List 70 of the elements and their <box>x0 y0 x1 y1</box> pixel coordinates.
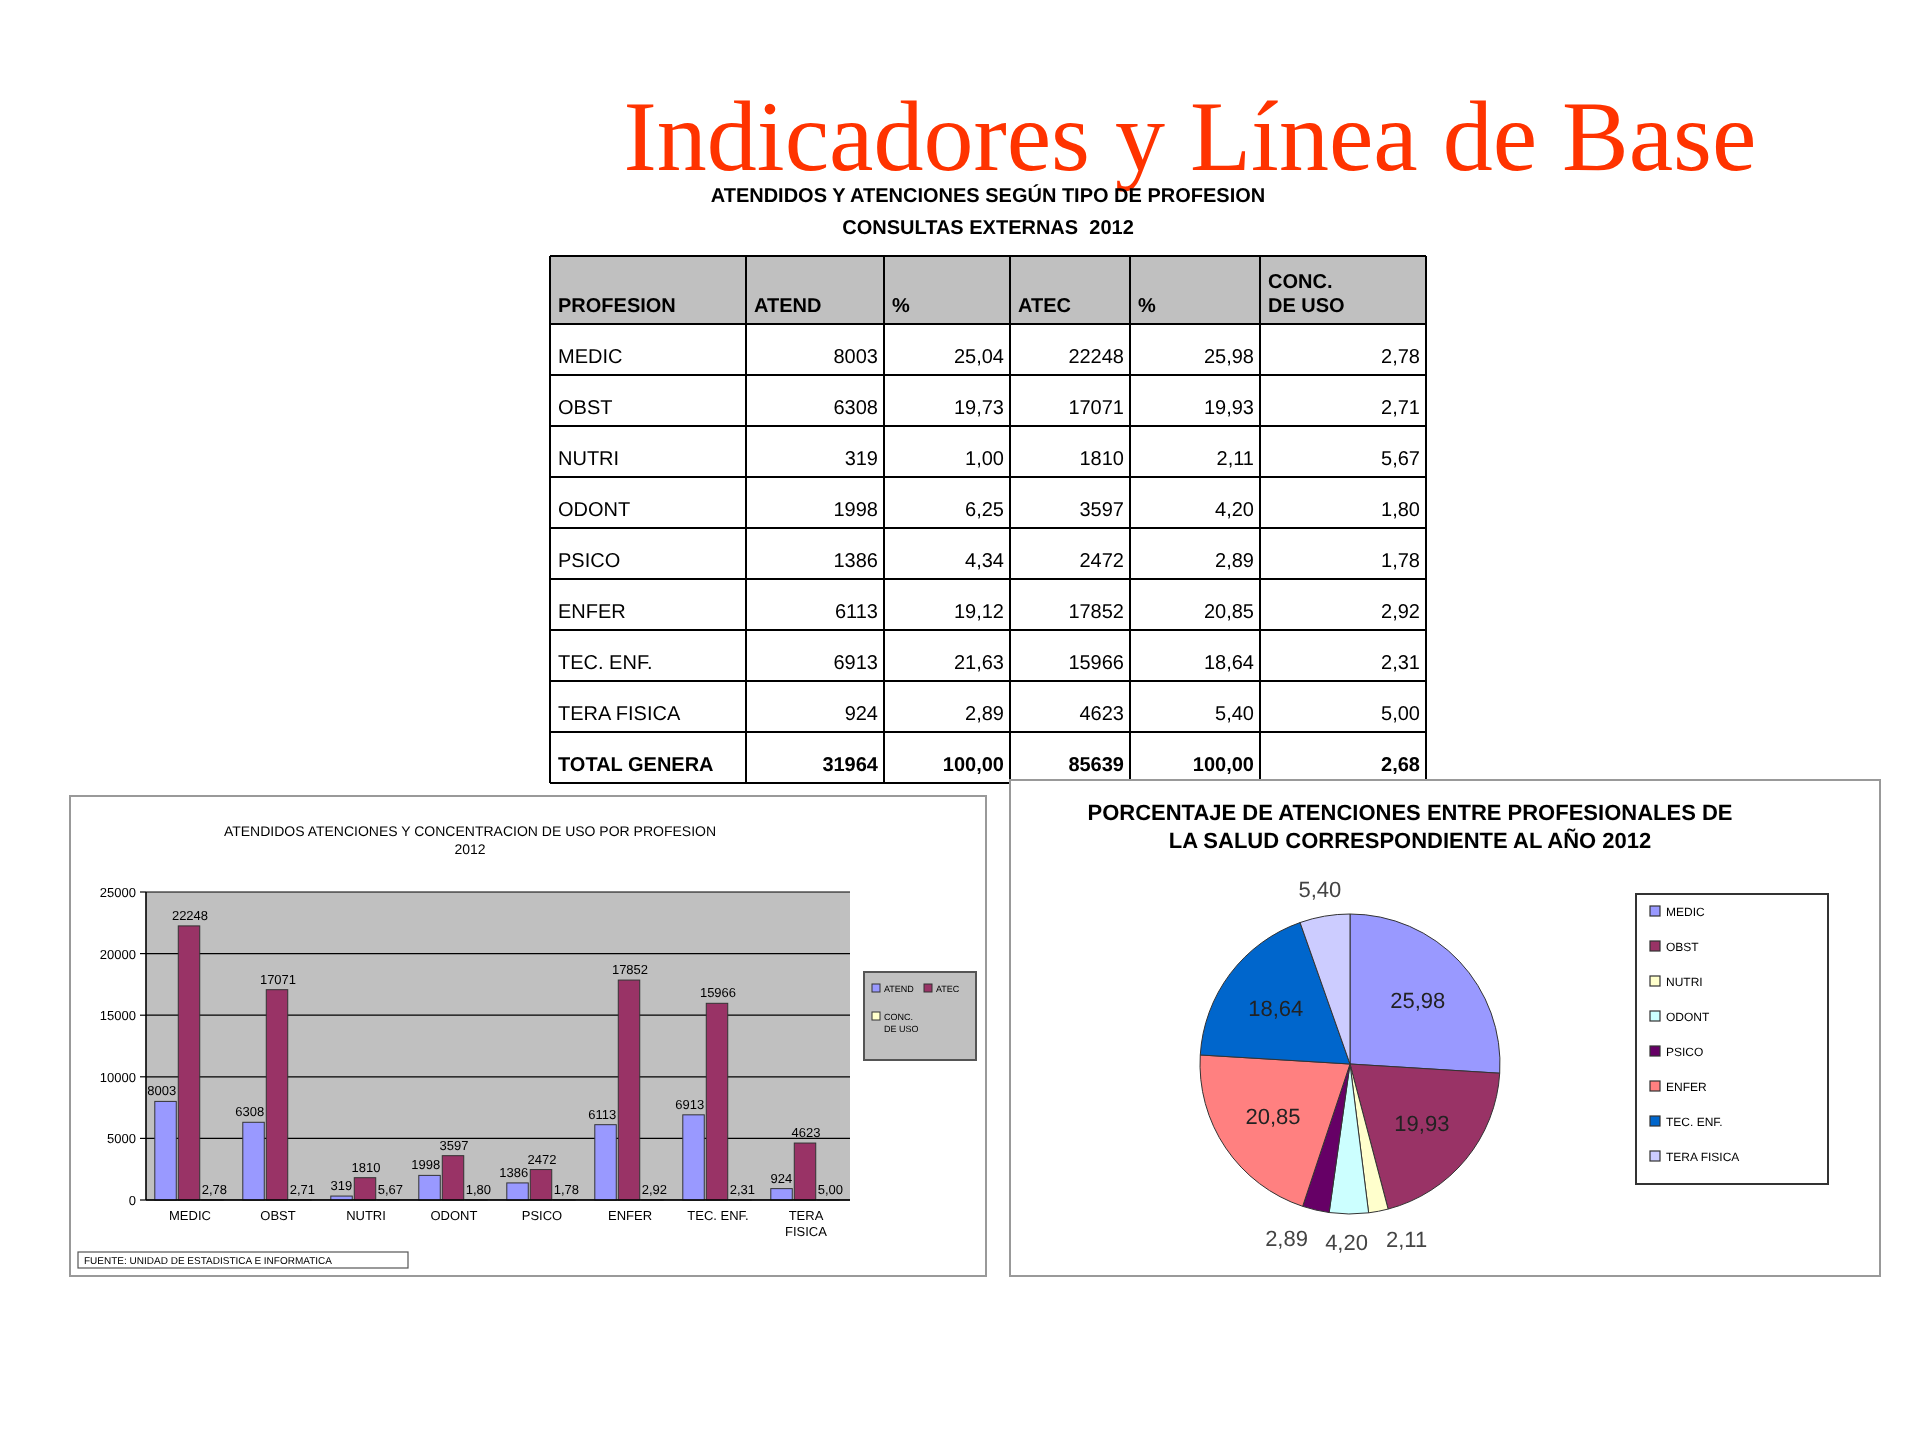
data-label: 19,93 <box>1394 1113 1450 1138</box>
data-label: 2,68 <box>1381 755 1421 777</box>
data-label: 21,63 <box>953 653 1005 675</box>
category-label: OBST <box>558 398 613 420</box>
data-label: 2,89 <box>1215 551 1255 573</box>
data-label: 2,31 <box>1381 653 1421 675</box>
data-label: 100,00 <box>1192 755 1255 777</box>
data-label: 4623 <box>1079 704 1125 726</box>
data-label: 924 <box>844 704 879 726</box>
data-label: 5,40 <box>1298 878 1342 903</box>
category-label: ODONT <box>558 500 631 522</box>
data-label: 2,89 <box>1265 1228 1308 1252</box>
data-label: 1,00 <box>965 449 1005 471</box>
data-label: 1,78 <box>1381 551 1421 573</box>
data-label: 15966 <box>1068 653 1125 675</box>
category-label: TEC. ENF. <box>558 653 653 675</box>
text: PROFESION <box>558 296 676 318</box>
data-label: 2,89 <box>965 704 1005 726</box>
data-label: 85639 <box>1068 755 1125 777</box>
data-label: 2,71 <box>1381 398 1421 420</box>
chart-title: PORCENTAJE DE ATENCIONES ENTRE PROFESIONALES DE LA SALUD CORRESPONDIENTE AL AÑO 2012 <box>1087 802 1733 854</box>
data-label: 25,98 <box>1390 990 1446 1015</box>
data-label: 4,20 <box>1215 500 1255 522</box>
data-label: 25,98 <box>1203 347 1255 369</box>
data-label: 100,00 <box>942 755 1005 777</box>
data-label: 8003 <box>833 347 879 369</box>
category-label: PSICO <box>558 551 621 573</box>
data-label: 1386 <box>833 551 879 573</box>
data-label: 18,64 <box>1203 653 1255 675</box>
data-label: 2472 <box>1079 551 1125 573</box>
data-label: 5,40 <box>1215 704 1255 726</box>
data-label: 19,93 <box>1203 398 1255 420</box>
text: % <box>892 296 910 318</box>
category-label: ENFER <box>558 602 626 624</box>
data-label: 20,85 <box>1203 602 1255 624</box>
data-label: 3597 <box>1079 500 1125 522</box>
data-label: 19,73 <box>953 398 1005 420</box>
data-label: 2,11 <box>1216 449 1255 471</box>
data-label: 319 <box>844 449 879 471</box>
data-label: 18,64 <box>1248 998 1304 1023</box>
text: ATEC <box>1018 296 1071 318</box>
data-label: 17852 <box>1068 602 1125 624</box>
text: CONC. DE USO <box>1268 272 1346 318</box>
data-label: 19,12 <box>953 602 1005 624</box>
data-label: 5,67 <box>1381 449 1421 471</box>
data-label: 20,85 <box>1245 1106 1301 1131</box>
data-label: 1810 <box>1079 449 1125 471</box>
category-label: TOTAL GENERA <box>558 755 714 777</box>
data-label: 25,04 <box>953 347 1005 369</box>
data-label: 17071 <box>1068 398 1125 420</box>
text: CONSULTAS EXTERNAS 2012 <box>842 218 1135 240</box>
data-label: 6913 <box>833 653 879 675</box>
text: ATEND <box>754 296 822 318</box>
data-label: 5,00 <box>1381 704 1421 726</box>
data-label: 2,92 <box>1381 602 1421 624</box>
data-label: 2,78 <box>1381 347 1421 369</box>
data-label: 31964 <box>822 755 879 777</box>
data-label: 22248 <box>1068 347 1125 369</box>
text: % <box>1138 296 1156 318</box>
category-label: MEDIC <box>558 347 623 369</box>
data-label: 6113 <box>834 602 879 624</box>
data-label: 6308 <box>833 398 879 420</box>
data-label: 6,25 <box>965 500 1005 522</box>
category-label: NUTRI <box>558 449 620 471</box>
data-label: 1,80 <box>1381 500 1421 522</box>
data-label: 2,11 <box>1385 1228 1428 1253</box>
data-label: 4,20 <box>1325 1231 1368 1256</box>
data-label: 4,34 <box>965 551 1005 573</box>
data-label: 1998 <box>833 500 879 522</box>
category-label: TERA FISICA <box>558 704 681 726</box>
